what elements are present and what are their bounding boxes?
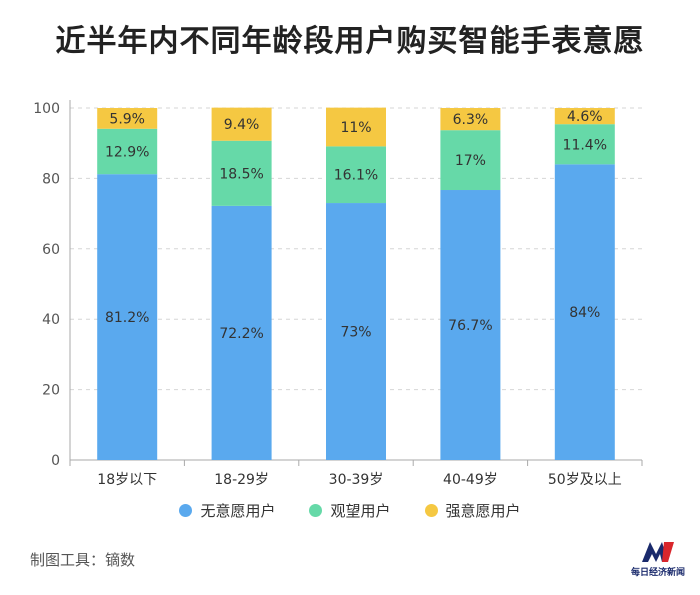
- data-label: 76.7%: [448, 318, 492, 334]
- y-tick-label: 60: [42, 242, 60, 258]
- bar-segment: [554, 124, 615, 165]
- data-label: 11%: [340, 120, 371, 136]
- bar-segment: [211, 107, 272, 141]
- bar-segment: [211, 140, 272, 206]
- data-label: 17%: [455, 153, 486, 169]
- legend-item-strong-intent[interactable]: 强意愿用户: [424, 500, 521, 521]
- x-tick-label: 50岁及以上: [548, 472, 622, 488]
- source-note: 制图工具：镝数: [30, 551, 136, 569]
- bar-segment: [326, 146, 386, 204]
- data-label: 12.9%: [105, 144, 149, 160]
- data-label: 72.2%: [219, 326, 263, 342]
- bar-segment: [97, 108, 158, 129]
- legend-item-no-intent[interactable]: 无意愿用户: [179, 500, 275, 521]
- legend-item-wait-and-see[interactable]: 观望用户: [309, 500, 391, 521]
- data-label: 84%: [569, 305, 600, 321]
- data-label: 6.3%: [453, 112, 489, 128]
- bar-segment: [211, 205, 272, 460]
- legend-label: 强意愿用户: [445, 502, 521, 520]
- legend-dot-icon: [424, 504, 438, 517]
- data-label: 9.4%: [224, 117, 260, 133]
- bar-segment: [554, 164, 615, 460]
- legend-label: 无意愿用户: [200, 502, 276, 520]
- bar-segment: [326, 107, 386, 147]
- stacked-bar-chart: 0 20 40 60 80 100 81.2% 12.9% 5.9% 18岁以下 72.2% 18.5…: [33, 100, 643, 488]
- y-tick-label: 40: [42, 312, 60, 328]
- data-label: 16.1%: [334, 168, 378, 184]
- data-label: 18.5%: [219, 166, 263, 182]
- logo-text: 每日经济新闻: [630, 568, 685, 578]
- x-tick-label: 40-49岁: [443, 472, 498, 488]
- x-tick-label: 18岁以下: [97, 472, 157, 488]
- x-tick-label: 18-29岁: [214, 472, 269, 488]
- y-tick-label: 0: [51, 453, 60, 469]
- legend-label: 观望用户: [330, 502, 391, 520]
- y-tick-label: 100: [33, 101, 60, 117]
- bar-segment: [554, 108, 615, 125]
- bar-segment: [440, 190, 501, 461]
- bar-segment: [326, 203, 386, 461]
- chart-title: 近半年内不同年龄段用户购买智能手表意愿: [55, 24, 645, 59]
- bar-segment: [97, 128, 158, 175]
- legend-dot-icon: [309, 504, 323, 517]
- legend-dot-icon: [179, 504, 193, 517]
- chart-legend: 无意愿用户 观望用户 强意愿用户: [0, 500, 700, 521]
- y-tick-label: 80: [42, 171, 60, 187]
- data-label: 11.4%: [563, 137, 607, 153]
- bar-segment: [440, 130, 501, 191]
- logo-mark-icon: [642, 542, 674, 562]
- bar-segment: [97, 174, 158, 460]
- bar-segment: [440, 108, 501, 131]
- data-label: 5.9%: [109, 111, 145, 127]
- y-tick-label: 20: [42, 383, 60, 399]
- data-label: 81.2%: [105, 310, 149, 326]
- publisher-logo: 每日经济新闻: [620, 540, 696, 584]
- data-label: 4.6%: [567, 109, 603, 125]
- data-label: 73%: [340, 325, 371, 341]
- x-tick-label: 30-39岁: [329, 472, 384, 488]
